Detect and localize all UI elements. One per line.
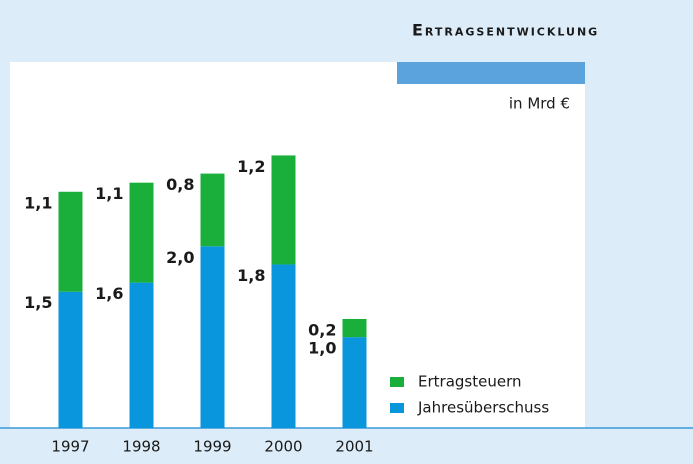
chart-title: Ertragsentwicklung <box>412 21 599 40</box>
bar-segment <box>271 155 296 265</box>
legend-label: Ertragsteuern <box>418 373 521 391</box>
legend-label: Jahresüberschuss <box>417 399 549 417</box>
x-tick-label: 1998 <box>122 438 160 456</box>
bar-segment <box>129 182 154 283</box>
plot-panel <box>10 62 585 428</box>
data-label: 1,1 <box>24 193 52 212</box>
unit-label: in Mrd € <box>509 95 570 113</box>
data-label: 1,5 <box>24 293 52 312</box>
bar-segment <box>271 264 296 428</box>
data-label: 1,0 <box>308 339 336 358</box>
data-label: 2,0 <box>166 248 194 267</box>
bar-segment <box>200 246 225 428</box>
data-label: 1,1 <box>95 184 123 203</box>
data-label: 1,2 <box>237 157 265 176</box>
bar-segment <box>58 291 83 428</box>
bar-segment <box>129 282 154 428</box>
legend-swatch <box>390 403 404 413</box>
bar-segment <box>342 337 367 428</box>
x-tick-label: 2000 <box>264 438 302 456</box>
x-tick-label: 1999 <box>193 438 231 456</box>
x-tick-label: 2001 <box>335 438 373 456</box>
title-strip <box>397 62 585 84</box>
data-label: 0,8 <box>166 175 194 194</box>
data-label: 1,6 <box>95 284 123 303</box>
legend-swatch <box>390 377 404 387</box>
bar-segment <box>342 318 367 338</box>
bar-segment <box>58 191 83 292</box>
x-tick-label: 1997 <box>51 438 89 456</box>
data-label: 0,2 <box>308 320 336 339</box>
data-label: 1,8 <box>237 266 265 285</box>
bar-segment <box>200 173 225 247</box>
